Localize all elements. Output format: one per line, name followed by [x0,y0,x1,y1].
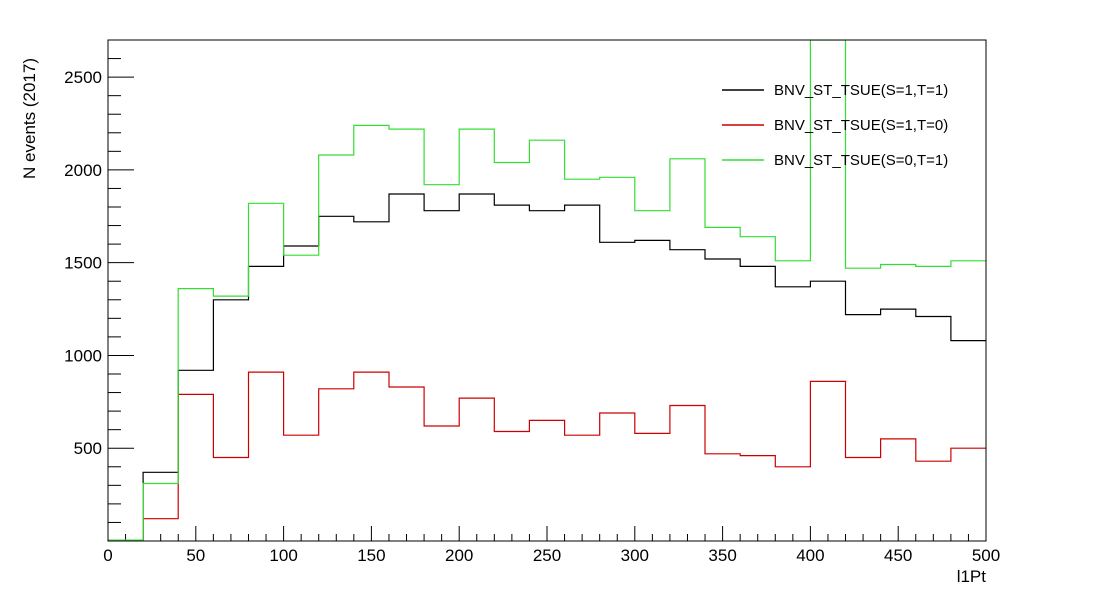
x-tick-label: 50 [186,546,205,565]
series-line-3 [108,40,986,541]
legend-entry: BNV_ST_TSUE(S=1,T=1) [722,82,948,99]
y-tick-label: 1500 [64,254,102,273]
y-tick-label: 2000 [64,161,102,180]
axes-layer [107,58,987,541]
x-tick-label: 400 [796,546,824,565]
legend-label: BNV_ST_TSUE(S=0,T=1) [774,152,948,169]
x-tick-label: 200 [445,546,473,565]
x-tick-label: 450 [884,546,912,565]
series-line-1 [108,193,986,541]
series-line-2 [108,371,986,541]
series-layer [108,40,986,541]
y-tick-label: 2500 [64,68,102,87]
x-tick-label: 0 [103,546,112,565]
y-tick-label: 500 [74,439,102,458]
x-tick-label: 350 [708,546,736,565]
x-tick-label: 250 [533,546,561,565]
y-tick-label: 1000 [64,346,102,365]
legend-entry: BNV_ST_TSUE(S=1,T=0) [722,117,948,134]
legend-label: BNV_ST_TSUE(S=1,T=0) [774,117,948,134]
legend-entry: BNV_ST_TSUE(S=0,T=1) [722,152,948,169]
labels-layer: 0 50 100 150 200 250 300 350 400 450 500 500 1000 150… [64,68,1000,565]
x-tick-label: 300 [621,546,649,565]
x-axis-title: l1Pt [957,567,987,586]
legend-label: BNV_ST_TSUE(S=1,T=1) [774,82,948,99]
legend: BNV_ST_TSUE(S=1,T=1) BNV_ST_TSUE(S=1,T=0)… [722,82,948,169]
x-tick-label: 100 [269,546,297,565]
x-tick-label: 500 [972,546,1000,565]
y-axis-title: N events (2017) [20,58,39,179]
plot-frame [107,39,987,542]
x-tick-label: 150 [357,546,385,565]
